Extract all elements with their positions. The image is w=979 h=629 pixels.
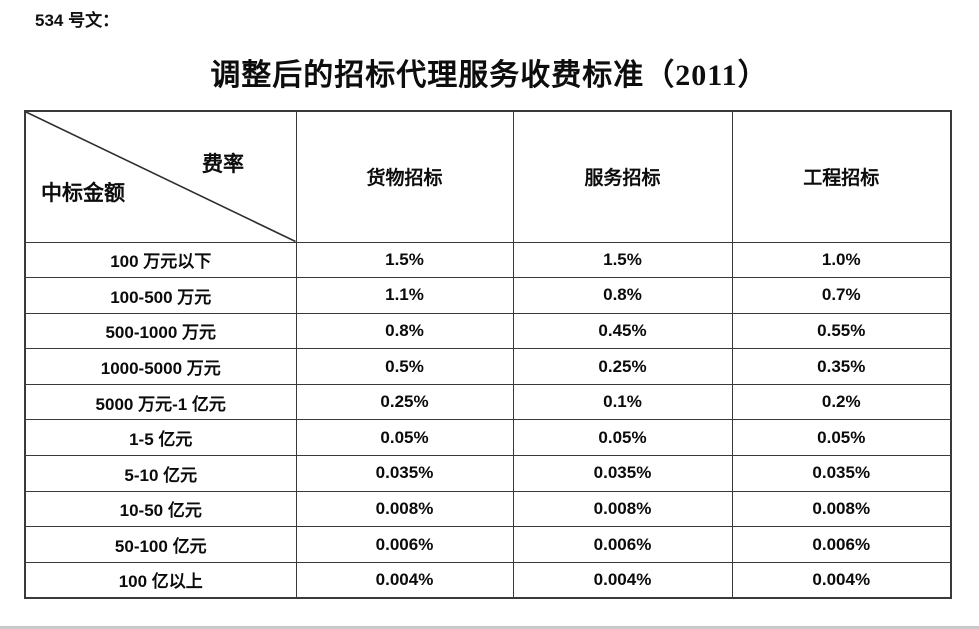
rate-cell: 0.45% [512, 312, 733, 350]
rate-cell: 0.006% [512, 526, 733, 563]
rate-cell: 0.006% [295, 526, 514, 563]
table-row: 5000 万元-1 亿元 0.25% 0.1% 0.2% [24, 383, 952, 421]
rate-cell: 0.008% [295, 490, 514, 528]
table-row: 100 万元以下 1.5% 1.5% 1.0% [24, 241, 952, 279]
amount-cell: 50-100 亿元 [24, 526, 297, 563]
table-header-row: 费率 中标金额 货物招标 服务招标 工程招标 [24, 110, 952, 243]
amount-cell: 100 万元以下 [24, 241, 297, 279]
rate-cell: 0.004% [512, 561, 733, 599]
table-row: 50-100 亿元 0.006% 0.006% 0.006% [24, 526, 952, 563]
rate-cell: 0.1% [512, 383, 733, 421]
rate-cell: 0.5% [295, 348, 514, 385]
amount-cell: 500-1000 万元 [24, 312, 297, 350]
rate-cell: 0.7% [731, 277, 952, 314]
rate-cell: 0.035% [512, 455, 733, 492]
rate-cell: 0.008% [512, 490, 733, 528]
rate-cell: 1.1% [295, 277, 514, 314]
table-row: 100-500 万元 1.1% 0.8% 0.7% [24, 277, 952, 314]
rate-cell: 0.035% [731, 455, 952, 492]
table-row: 1-5 亿元 0.05% 0.05% 0.05% [24, 419, 952, 457]
rate-cell: 1.5% [295, 241, 514, 279]
rate-cell: 0.25% [295, 383, 514, 421]
rate-cell: 0.05% [731, 419, 952, 457]
rate-cell: 0.8% [512, 277, 733, 314]
page-bottom-edge [0, 626, 979, 629]
table-row: 10-50 亿元 0.008% 0.008% 0.008% [24, 490, 952, 528]
corner-label-amount: 中标金额 [41, 181, 125, 205]
amount-cell: 100 亿以上 [24, 561, 297, 599]
table-row: 1000-5000 万元 0.5% 0.25% 0.35% [24, 348, 952, 385]
amount-cell: 1000-5000 万元 [24, 348, 297, 385]
rate-cell: 0.25% [512, 348, 733, 385]
table-row: 100 亿以上 0.004% 0.004% 0.004% [24, 561, 952, 599]
rate-cell: 1.0% [731, 241, 952, 279]
table-row: 500-1000 万元 0.8% 0.45% 0.55% [24, 312, 952, 350]
rate-cell: 1.5% [512, 241, 733, 279]
rate-cell: 0.35% [731, 348, 952, 385]
rate-cell: 0.8% [295, 312, 514, 350]
column-header-engineering: 工程招标 [731, 110, 952, 243]
amount-cell: 10-50 亿元 [24, 490, 297, 528]
amount-cell: 1-5 亿元 [24, 419, 297, 457]
fee-rate-table: 费率 中标金额 货物招标 服务招标 工程招标 100 万元以下 1.5% 1.5% 1… [24, 110, 952, 599]
rate-cell: 0.004% [295, 561, 514, 599]
doc-number-label: 534 号文： [35, 11, 120, 30]
corner-label-rate: 费率 [202, 152, 244, 176]
amount-cell: 100-500 万元 [24, 277, 297, 314]
rate-cell: 0.05% [295, 419, 514, 457]
rate-cell: 0.05% [512, 419, 733, 457]
table-row: 5-10 亿元 0.035% 0.035% 0.035% [24, 455, 952, 492]
column-header-goods: 货物招标 [295, 110, 514, 243]
rate-cell: 0.004% [731, 561, 952, 599]
rate-cell: 0.035% [295, 455, 514, 492]
rate-cell: 0.2% [731, 383, 952, 421]
amount-cell: 5000 万元-1 亿元 [24, 383, 297, 421]
column-header-services: 服务招标 [512, 110, 733, 243]
corner-cell: 费率 中标金额 [24, 110, 297, 243]
rate-cell: 0.55% [731, 312, 952, 350]
page-title: 调整后的招标代理服务收费标准（2011） [210, 59, 769, 92]
rate-cell: 0.008% [731, 490, 952, 528]
amount-cell: 5-10 亿元 [24, 455, 297, 492]
diagonal-divider-line [26, 112, 296, 242]
table-body: 100 万元以下 1.5% 1.5% 1.0% 100-500 万元 1.1% 0.8% 0.… [24, 241, 952, 599]
rate-cell: 0.006% [731, 526, 952, 563]
